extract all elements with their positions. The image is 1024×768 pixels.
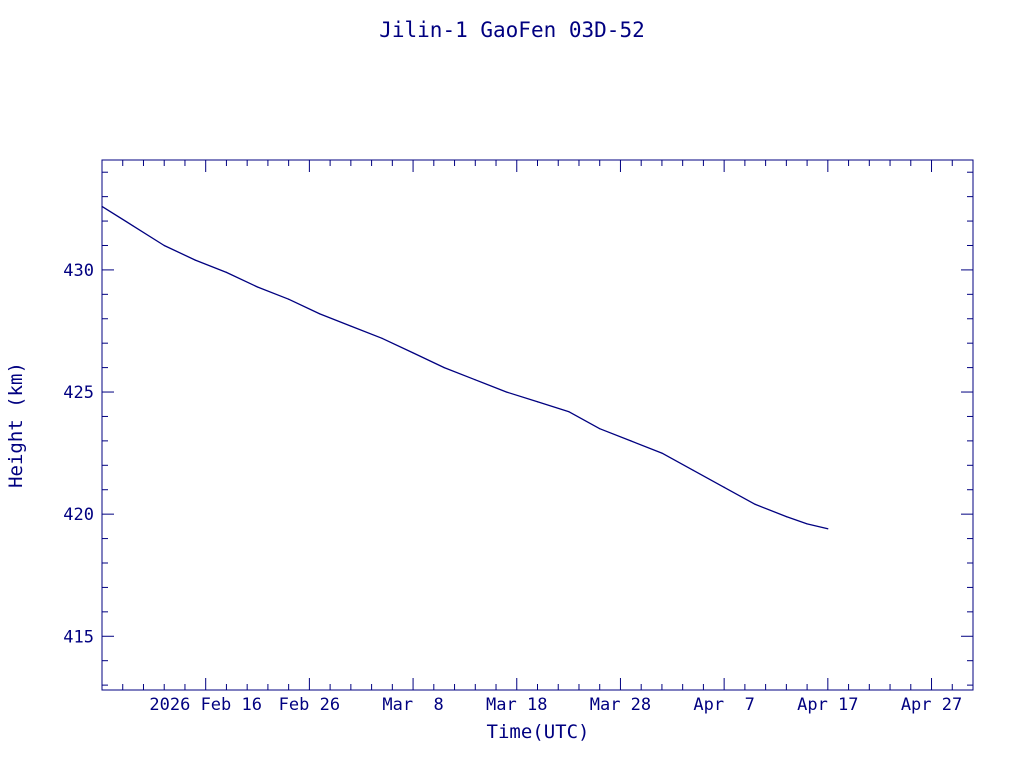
data-point	[194, 259, 196, 261]
series	[101, 205, 829, 530]
data-point	[132, 225, 134, 227]
x-tick-label: Apr 7	[693, 695, 754, 715]
x-tick-labels: 2026 Feb 16 Feb 26 Mar 8 Mar 18 Mar 28 Apr 7 A…	[149, 695, 962, 715]
data-point	[163, 244, 165, 247]
series-line	[101, 205, 828, 530]
y-tick-label: 425	[63, 383, 94, 403]
data-point	[785, 515, 787, 518]
data-point	[225, 271, 228, 273]
data-point	[256, 286, 259, 288]
x-tick-label: 2026 Feb 16	[149, 695, 262, 715]
x-axis-label: Time(UTC)	[487, 721, 590, 743]
y-tick-label: 420	[63, 505, 94, 525]
data-point	[630, 440, 632, 442]
data-point	[505, 391, 507, 393]
data-point	[692, 469, 694, 471]
data-point	[381, 337, 383, 339]
data-point	[723, 486, 725, 488]
data-point	[288, 298, 290, 300]
data-point	[661, 452, 663, 454]
y-axis-label: Height (km)	[5, 362, 27, 488]
x-tick-label: Feb 26	[279, 695, 340, 715]
y-ticks	[102, 171, 973, 686]
y-tick-label: 415	[63, 627, 94, 647]
x-tick-label: Apr 27	[901, 695, 962, 715]
data-point	[536, 401, 539, 403]
data-point	[101, 205, 103, 208]
x-ticks	[101, 160, 974, 690]
data-point	[412, 352, 414, 354]
data-point	[754, 503, 756, 505]
data-point	[599, 428, 601, 430]
x-tick-label: Apr 17	[797, 695, 858, 715]
data-point	[350, 325, 352, 327]
plot-frame	[101, 159, 974, 691]
data-point	[443, 367, 445, 369]
x-tick-label: Mar 8	[382, 695, 443, 715]
data-point	[474, 379, 476, 381]
data-point	[827, 528, 829, 530]
data-point	[319, 313, 321, 315]
x-tick-label: Mar 18	[486, 695, 547, 715]
data-point	[568, 410, 570, 413]
data-point	[806, 523, 808, 525]
y-tick-labels: 415 420 425 430	[63, 261, 94, 647]
x-tick-label: Mar 28	[590, 695, 651, 715]
chart-title: Jilin-1 GaoFen 03D-52	[379, 18, 645, 42]
y-tick-label: 430	[63, 261, 94, 281]
